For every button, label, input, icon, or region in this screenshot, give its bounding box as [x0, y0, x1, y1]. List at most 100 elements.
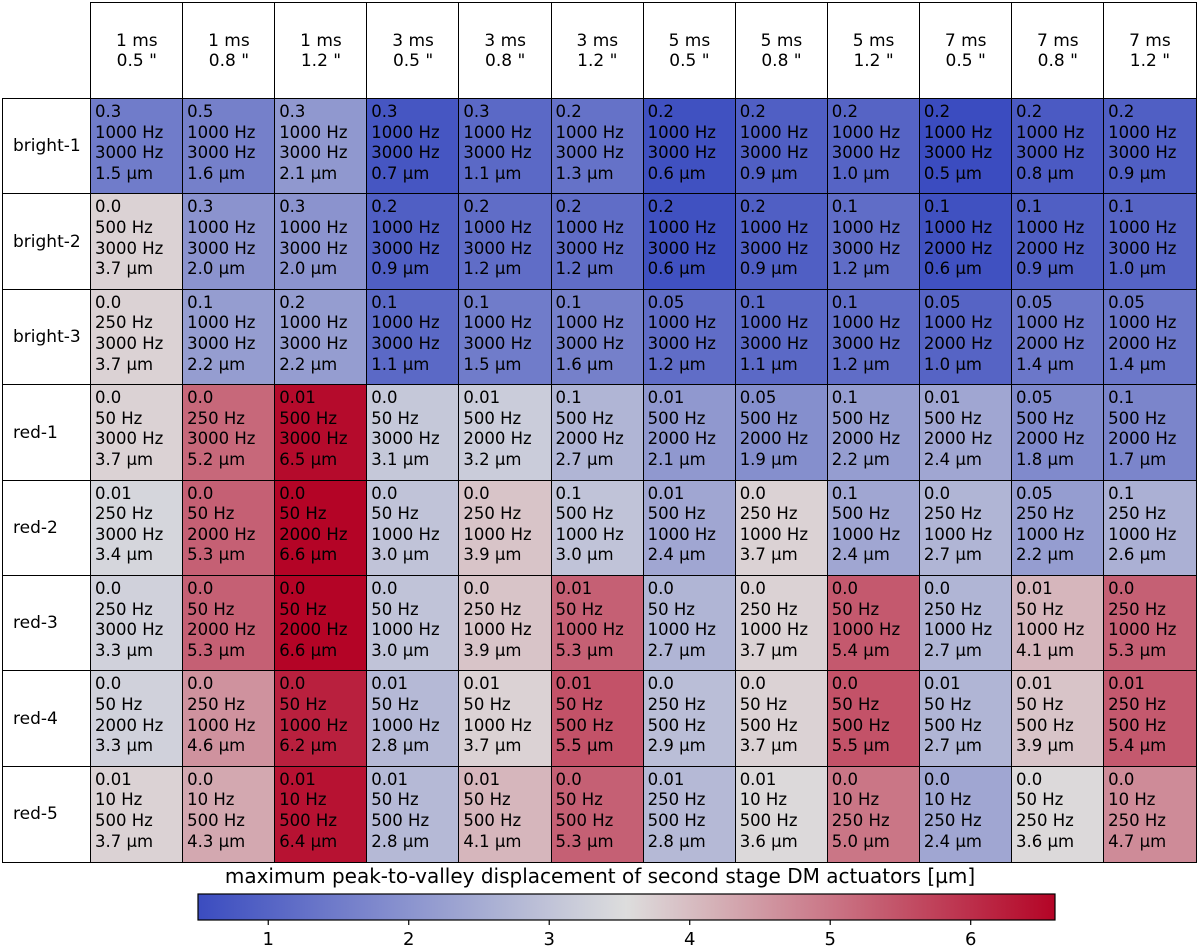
- cell-frequency-2: 500 Hz: [187, 810, 245, 830]
- cell-frequency-2: 1000 Hz: [463, 524, 532, 544]
- cell-frequency-1: 50 Hz: [371, 694, 419, 714]
- cell-frequency-1: 50 Hz: [371, 790, 419, 810]
- cell-frequency-1: 1000 Hz: [923, 313, 993, 333]
- cell-frequency-1: 1000 Hz: [555, 122, 624, 142]
- cell-gain: 0.2: [1108, 102, 1135, 121]
- cell-gain: 0.01: [923, 674, 961, 694]
- cell-displacement-value: 0.9 µm: [739, 259, 798, 279]
- cell-displacement-value: 1.0 µm: [1108, 259, 1167, 279]
- cell-frequency-1: 50 Hz: [923, 694, 972, 714]
- cell-displacement-value: 4.1 µm: [463, 831, 522, 851]
- cell-frequency-1: 1000 Hz: [647, 217, 716, 237]
- cell-frequency-2: 2000 Hz: [1016, 429, 1085, 449]
- cell-frequency-1: 1000 Hz: [279, 313, 348, 333]
- cell-frequency-2: 2000 Hz: [187, 524, 256, 544]
- cell-gain: 0.0: [187, 483, 214, 503]
- cell-displacement-value: 3.2 µm: [463, 449, 522, 469]
- cell-frequency-1: 1000 Hz: [1108, 122, 1177, 142]
- cell-displacement-value: 2.8 µm: [371, 831, 430, 851]
- cell-displacement-value: 1.3 µm: [555, 163, 614, 183]
- cell-displacement-value: 2.4 µm: [647, 545, 706, 565]
- cell-gain: 0.2: [1016, 102, 1043, 121]
- cell-frequency-1: 500 Hz: [831, 408, 890, 428]
- cell-gain: 0.01: [555, 579, 593, 598]
- heatmap-cell: 0.01 50 Hz 1000 Hz 4.1 µm: [1011, 575, 1105, 672]
- heatmap-cell: 0.1 1000 Hz 2000 Hz 0.6 µm: [918, 193, 1013, 291]
- cell-gain: 0.01: [923, 388, 961, 408]
- cell-frequency-1: 500 Hz: [1108, 408, 1166, 428]
- heatmap-cell: 0.01 50 Hz 500 Hz 2.8 µm: [366, 765, 460, 863]
- column-header: 7 ms 0.5 ": [918, 2, 1013, 100]
- cell-frequency-2: 500 Hz: [739, 715, 798, 735]
- cell-frequency-1: 250 Hz: [647, 790, 706, 810]
- cell-frequency-1: 10 Hz: [187, 790, 235, 810]
- cell-gain: 0.0: [463, 483, 490, 503]
- cell-frequency-2: 2000 Hz: [923, 429, 993, 449]
- cell-gain: 0.1: [555, 388, 582, 408]
- cell-displacement-value: 2.0 µm: [279, 259, 338, 279]
- cell-frequency-2: 3000 Hz: [1108, 238, 1177, 258]
- cell-gain: 0.1: [1016, 197, 1043, 217]
- cell-gain: 0.01: [739, 769, 777, 789]
- cell-frequency-2: 3000 Hz: [463, 143, 532, 163]
- cell-frequency-2: 3000 Hz: [831, 238, 901, 258]
- cell-frequency-2: 1000 Hz: [1016, 524, 1085, 544]
- cell-displacement-value: 3.7 µm: [95, 831, 154, 851]
- colorbar-tick-label: 1: [263, 929, 274, 950]
- cell-gain: 0.0: [831, 769, 859, 789]
- cell-displacement-value: 3.0 µm: [371, 545, 430, 565]
- cell-gain: 0.0: [923, 579, 951, 598]
- cell-gain: 0.0: [555, 769, 582, 789]
- cell-frequency-1: 50 Hz: [1016, 694, 1064, 714]
- cell-frequency-2: 3000 Hz: [187, 333, 256, 353]
- cell-frequency-1: 10 Hz: [279, 790, 327, 810]
- heatmap-cell: 0.01 500 Hz 2000 Hz 3.2 µm: [458, 384, 552, 482]
- column-header-exposure: 3 ms: [576, 30, 619, 51]
- column-header-exposure: 7 ms: [944, 30, 987, 51]
- cell-gain: 0.1: [1108, 483, 1135, 503]
- heatmap-cell: 0.1 500 Hz 1000 Hz 2.4 µm: [826, 479, 921, 577]
- cell-gain: 0.0: [279, 483, 306, 503]
- cell-displacement-value: 2.9 µm: [647, 736, 706, 756]
- heatmap-cell: 0.01 500 Hz 2000 Hz 2.1 µm: [642, 384, 737, 482]
- cell-gain: 0.1: [555, 292, 582, 312]
- cell-displacement-value: 2.2 µm: [187, 354, 246, 374]
- cell-frequency-1: 1000 Hz: [739, 313, 808, 333]
- cell-frequency-2: 1000 Hz: [463, 715, 532, 735]
- cell-frequency-1: 50 Hz: [739, 694, 787, 714]
- heatmap-cell: 0.01 500 Hz 1000 Hz 2.4 µm: [642, 479, 737, 577]
- cell-frequency-2: 250 Hz: [1108, 810, 1166, 830]
- cell-gain: 0.01: [371, 769, 409, 789]
- heatmap-cell: 0.0 250 Hz 3000 Hz 3.7 µm: [90, 288, 184, 386]
- cell-frequency-2: 1000 Hz: [463, 620, 532, 640]
- heatmap-cell: 0.0 10 Hz 500 Hz 4.3 µm: [182, 765, 276, 863]
- cell-gain: 0.01: [371, 674, 409, 694]
- cell-gain: 0.0: [923, 483, 951, 503]
- cell-frequency-2: 2000 Hz: [831, 429, 901, 449]
- heatmap-cell: 0.0 50 Hz 1000 Hz 2.7 µm: [642, 575, 737, 672]
- heatmap-cell: 0.01 50 Hz 500 Hz 3.9 µm: [1011, 670, 1105, 768]
- cell-displacement-value: 3.3 µm: [95, 736, 154, 756]
- cell-frequency-1: 1000 Hz: [279, 217, 348, 237]
- heatmap-cell: 0.0 10 Hz 250 Hz 4.7 µm: [1103, 765, 1197, 863]
- cell-displacement-value: 4.1 µm: [1016, 640, 1075, 660]
- cell-frequency-1: 500 Hz: [1016, 408, 1074, 428]
- cell-frequency-2: 1000 Hz: [923, 620, 993, 640]
- heatmap-cell: 0.1 500 Hz 2000 Hz 2.2 µm: [826, 384, 921, 482]
- cell-displacement-value: 6.6 µm: [279, 640, 338, 660]
- cell-gain: 0.01: [1108, 674, 1145, 694]
- cell-gain: 0.3: [463, 102, 490, 121]
- cell-displacement-value: 3.7 µm: [739, 545, 798, 565]
- cell-displacement-value: 3.0 µm: [555, 545, 614, 565]
- cell-displacement-value: 1.6 µm: [187, 163, 246, 183]
- heatmap-cell: 0.0 50 Hz 2000 Hz 3.3 µm: [90, 670, 184, 768]
- heatmap-cell: 0.0 50 Hz 2000 Hz 5.3 µm: [182, 479, 276, 577]
- cell-frequency-1: 50 Hz: [831, 694, 880, 714]
- cell-gain: 0.0: [187, 769, 214, 789]
- cell-displacement-value: 5.0 µm: [831, 831, 890, 851]
- cell-gain: 0.0: [739, 579, 766, 598]
- cell-displacement-value: 5.5 µm: [831, 736, 890, 756]
- cell-frequency-2: 1000 Hz: [371, 715, 440, 735]
- cell-frequency-2: 1000 Hz: [279, 715, 348, 735]
- heatmap-cell: 0.0 50 Hz 2000 Hz 5.3 µm: [182, 575, 276, 672]
